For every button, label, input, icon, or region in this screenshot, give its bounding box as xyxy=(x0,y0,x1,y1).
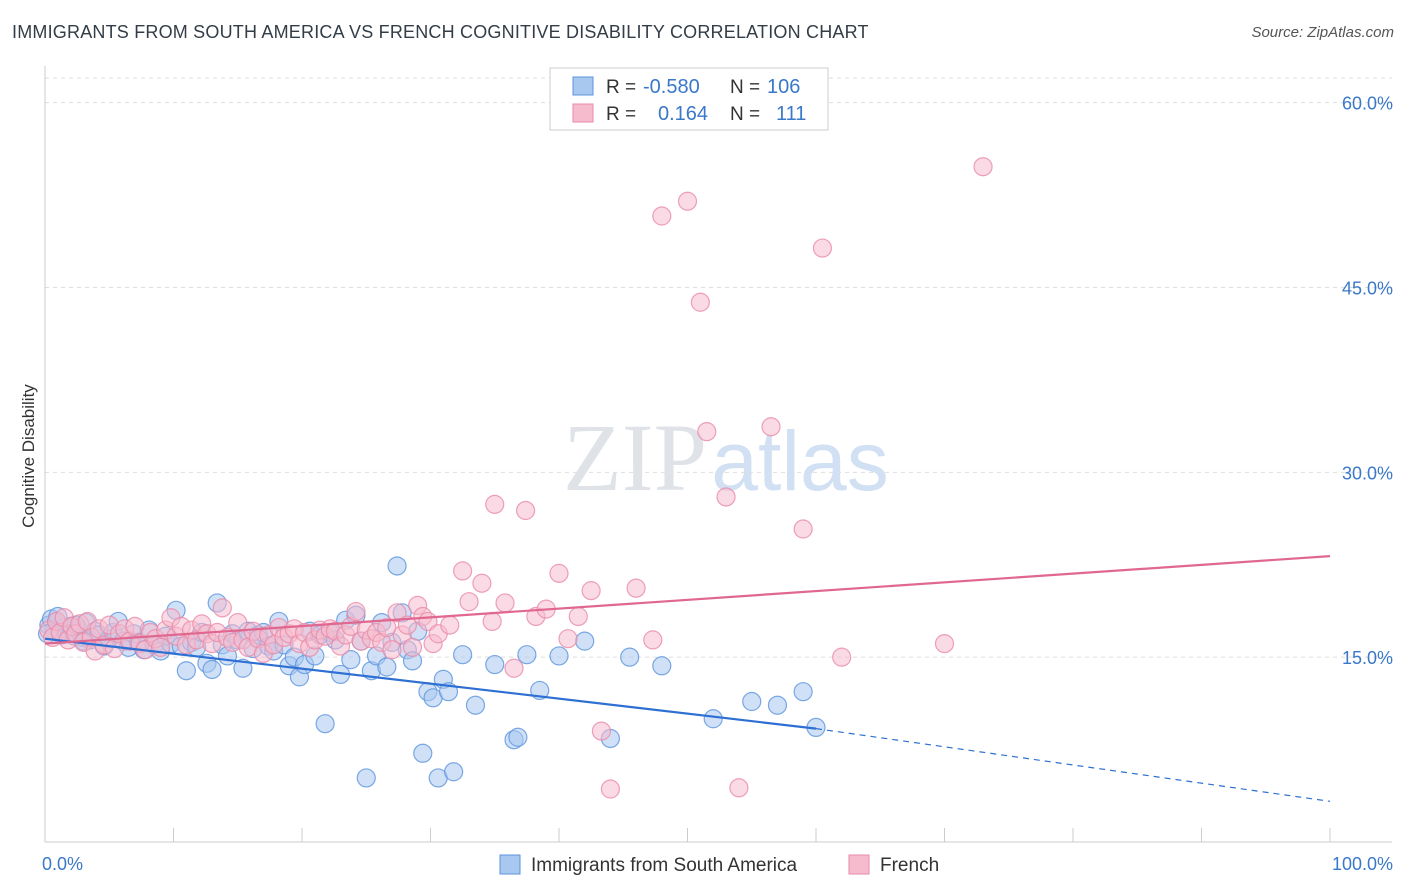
point-french-95 xyxy=(591,721,612,741)
point-french-37 xyxy=(212,598,232,618)
chart-title: IMMIGRANTS FROM SOUTH AMERICA VS FRENCH … xyxy=(12,22,869,42)
legend-r-value-2: 0.164 xyxy=(658,103,708,125)
trend-line-immigrants xyxy=(44,637,817,730)
point-french-63 xyxy=(346,601,366,622)
legend-swatch-pink xyxy=(572,103,594,123)
point-french-70 xyxy=(382,640,402,660)
point-immigrants-71 xyxy=(377,657,397,677)
bottom-legend-label-immigrants: Immigrants from South America xyxy=(531,855,798,876)
point-french-69 xyxy=(377,617,397,638)
point-immigrants-98 xyxy=(742,691,762,712)
point-french-103 xyxy=(716,487,736,507)
point-immigrants-90 xyxy=(517,645,537,665)
point-french-85 xyxy=(485,494,505,514)
point-french-107 xyxy=(812,238,833,258)
point-immigrants-92 xyxy=(549,646,569,666)
point-french-88 xyxy=(515,500,536,521)
source-label: Source: ZipAtlas.com xyxy=(1251,24,1394,41)
watermark: ZIP atlas xyxy=(563,404,889,511)
y-tick-label-1: 30.0% xyxy=(1342,463,1393,483)
point-french-94 xyxy=(581,581,601,601)
point-french-91 xyxy=(549,563,569,583)
point-french-100 xyxy=(677,191,698,211)
legend-n-value-1: 106 xyxy=(767,76,800,98)
watermark-atlas: atlas xyxy=(711,414,888,508)
bottom-legend-label-french: French xyxy=(880,855,939,876)
y-axis-title: Cognitive Disability xyxy=(19,384,38,528)
y-tick-labels: 15.0% 30.0% 45.0% 60.0% xyxy=(1342,94,1393,669)
point-immigrants-43 xyxy=(233,658,253,678)
point-french-40 xyxy=(228,613,248,633)
bottom-legend-swatch-pink xyxy=(848,854,870,875)
point-immigrants-84 xyxy=(444,762,464,782)
stats-legend: R = -0.580 N = 106 R = 0.164 N = 111 xyxy=(549,67,829,131)
x-tick-labels: 0.0% 100.0% xyxy=(42,854,1393,874)
point-immigrants-95 xyxy=(620,647,640,667)
point-immigrants-64 xyxy=(341,650,361,670)
point-french-105 xyxy=(761,417,781,437)
point-immigrants-86 xyxy=(465,695,486,715)
point-french-93 xyxy=(568,606,588,627)
legend-r-label-2: R = xyxy=(606,104,636,125)
point-immigrants-87 xyxy=(485,654,505,675)
point-french-87 xyxy=(504,658,524,678)
point-french-99 xyxy=(652,206,672,226)
stats-legend-box xyxy=(549,67,829,131)
legend-n-label-2: N = xyxy=(730,104,760,125)
point-french-106 xyxy=(793,519,813,539)
point-french-102 xyxy=(697,422,717,442)
axes xyxy=(44,66,1392,843)
point-immigrants-97 xyxy=(703,709,723,729)
point-french-92 xyxy=(558,629,578,649)
point-french-98 xyxy=(643,630,663,650)
point-french-80 xyxy=(440,615,460,635)
point-french-97 xyxy=(626,578,646,598)
bottom-legend-swatch-blue xyxy=(499,854,521,875)
series-legend: Immigrants from South America French xyxy=(499,854,939,876)
point-immigrants-73 xyxy=(387,556,407,576)
point-french-74 xyxy=(402,637,423,657)
point-immigrants-93 xyxy=(575,631,595,651)
point-immigrants-67 xyxy=(356,768,376,788)
series-immigrants-points xyxy=(37,556,826,788)
point-french-104 xyxy=(729,778,749,798)
y-tick-label-2: 45.0% xyxy=(1342,278,1393,298)
point-french-110 xyxy=(973,157,993,177)
point-french-96 xyxy=(600,779,621,799)
legend-r-value-1: -0.580 xyxy=(643,76,700,98)
trend-lines xyxy=(44,555,1331,802)
point-french-84 xyxy=(482,611,502,632)
trend-line-french xyxy=(44,555,1331,645)
point-immigrants-96 xyxy=(652,656,672,676)
point-french-101 xyxy=(690,292,710,312)
point-french-82 xyxy=(459,592,479,612)
y-tick-label-0: 15.0% xyxy=(1342,648,1393,668)
trend-line-immigrants-extension xyxy=(815,728,1331,802)
point-immigrants-100 xyxy=(793,682,813,702)
point-french-71 xyxy=(387,603,407,623)
point-immigrants-78 xyxy=(413,743,433,763)
point-immigrants-59 xyxy=(315,714,335,734)
legend-n-label-1: N = xyxy=(730,77,760,98)
point-french-108 xyxy=(832,647,852,667)
legend-swatch-blue xyxy=(572,76,594,96)
x-tick-label-1: 100.0% xyxy=(1332,854,1393,874)
point-immigrants-32 xyxy=(176,661,196,681)
point-french-81 xyxy=(453,561,473,581)
grid-lines xyxy=(45,77,1392,658)
watermark-zip: ZIP xyxy=(563,404,707,511)
x-tick-label-0: 0.0% xyxy=(42,854,83,874)
point-french-86 xyxy=(495,593,515,613)
point-immigrants-85 xyxy=(453,645,473,665)
point-french-83 xyxy=(472,573,492,593)
point-french-109 xyxy=(934,634,955,654)
point-immigrants-99 xyxy=(767,695,788,715)
legend-r-label-1: R = xyxy=(606,77,636,98)
point-french-73 xyxy=(397,615,417,635)
point-immigrants-89 xyxy=(508,727,528,747)
legend-n-value-2: 111 xyxy=(776,103,806,125)
y-tick-label-3: 60.0% xyxy=(1342,94,1393,114)
point-immigrants-37 xyxy=(202,659,222,680)
